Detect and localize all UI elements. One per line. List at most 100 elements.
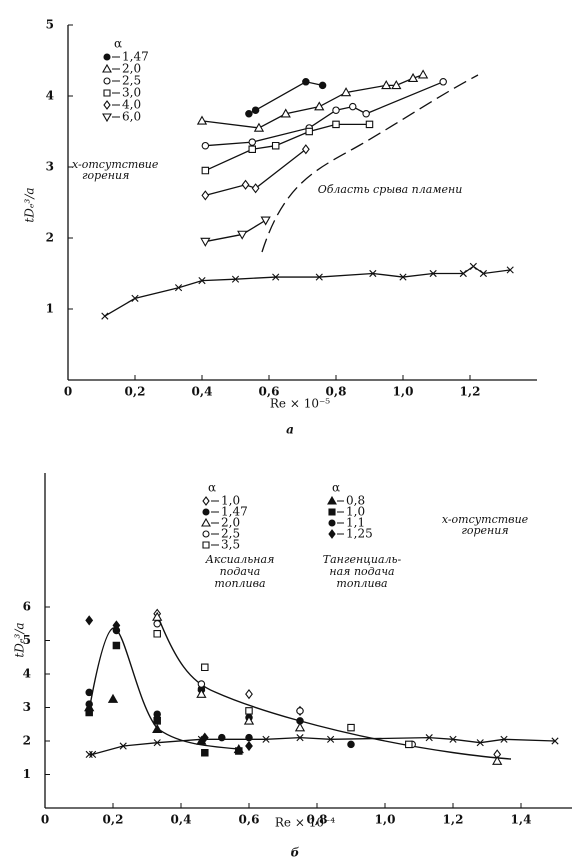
data-point: [253, 122, 265, 132]
y-tick-label: 3: [23, 700, 31, 714]
data-point: [245, 740, 253, 752]
caption: а: [286, 423, 294, 437]
x-tick-label: 0,2: [103, 813, 124, 827]
data-point: [340, 87, 352, 97]
data-point: [272, 273, 280, 281]
annotation: Тангенциаль-: [323, 553, 402, 566]
data-point: [245, 688, 253, 700]
data-point: [231, 275, 240, 283]
annotation: горения: [461, 524, 508, 537]
series-line: [205, 123, 370, 172]
x-tick-label: 0,6: [239, 813, 260, 827]
y-tick-label: 6: [23, 600, 31, 614]
data-point: [506, 266, 514, 274]
data-point: [201, 748, 209, 757]
x-tick-label: 0,4: [171, 813, 192, 827]
data-point: [174, 284, 183, 292]
data-point: [85, 615, 94, 626]
y-tick-label: 1: [46, 302, 54, 316]
data-point: [198, 277, 206, 285]
data-point: [248, 138, 257, 146]
data-point: [314, 101, 325, 111]
data-point: [237, 230, 248, 240]
legend-label: 0,8: [346, 494, 365, 508]
annotation: горения: [82, 169, 129, 182]
annotation: подача: [220, 565, 261, 578]
data-point: [405, 740, 413, 749]
legend-label: 3,0: [122, 86, 141, 100]
legend-label: 2,0: [122, 62, 141, 76]
series-line: [205, 219, 266, 243]
data-point: [280, 108, 291, 118]
y-tick-label: 2: [46, 231, 54, 245]
legend-marker: [202, 541, 210, 549]
legend-label: 1,25: [346, 527, 373, 541]
legend-marker: [327, 495, 337, 505]
data-point: [327, 735, 335, 743]
data-point: [153, 739, 161, 747]
x-tick-label: 0,6: [259, 385, 280, 399]
data-point: [305, 127, 313, 136]
x-tick-label: 0,8: [326, 385, 347, 399]
annotation: ная подача: [329, 565, 394, 578]
data-point: [362, 110, 370, 118]
data-point: [251, 106, 260, 114]
data-point: [332, 120, 340, 129]
data-point: [347, 740, 355, 749]
y-axis-label: tDₑ³/a: [23, 187, 37, 222]
x-tick-label: 1,0: [393, 385, 414, 399]
legend-title: α: [114, 37, 122, 51]
y-tick-label: 4: [23, 667, 31, 681]
data-point: [85, 688, 93, 697]
data-point: [200, 237, 211, 247]
data-point: [196, 115, 208, 125]
data-point: [153, 712, 162, 723]
data-point: [245, 110, 253, 118]
data-point: [399, 273, 407, 281]
y-tick-label: 2: [23, 734, 31, 748]
data-point: [294, 722, 306, 732]
data-point: [248, 145, 256, 153]
legend-label: 1,47: [221, 505, 248, 519]
legend-label: 6,0: [122, 110, 141, 124]
legend-marker: [103, 53, 111, 61]
legend-label: 1,0: [346, 505, 365, 519]
legend-marker: [102, 113, 112, 123]
annotation: x-отсутствие: [442, 513, 529, 526]
x-tick-label: 0: [64, 385, 72, 399]
data-point: [365, 120, 374, 129]
y-tick-label: 1: [23, 767, 31, 781]
data-point: [201, 166, 210, 175]
legend-label: 2,5: [221, 527, 240, 541]
x-tick-label: 0,4: [192, 385, 213, 399]
legend-marker: [202, 496, 210, 506]
legend-label: 1,47: [122, 50, 149, 64]
data-point: [245, 707, 253, 715]
data-point: [201, 142, 210, 150]
data-point: [492, 755, 503, 765]
x-tick-label: 1,2: [460, 385, 481, 399]
stall-boundary: [261, 74, 479, 253]
legend-marker: [103, 89, 111, 97]
series-line: [205, 81, 444, 147]
legend-marker: [202, 530, 210, 538]
data-point: [152, 723, 163, 734]
x-tick-label: 1,4: [511, 813, 532, 827]
data-point: [459, 269, 467, 278]
data-point: [201, 663, 209, 672]
data-point: [119, 742, 127, 750]
data-point: [197, 680, 206, 688]
data-point: [112, 641, 121, 650]
data-point: [449, 735, 457, 743]
y-tick-label: 5: [46, 18, 54, 32]
data-point: [260, 216, 271, 226]
data-point: [407, 72, 419, 82]
legend-marker: [328, 529, 336, 539]
legend-title: α: [332, 481, 340, 495]
data-point: [479, 269, 487, 278]
caption: б: [291, 846, 300, 860]
data-point: [197, 735, 205, 743]
legend-label: 1,1: [346, 516, 365, 530]
data-point: [500, 735, 508, 743]
y-tick-label: 4: [46, 89, 54, 103]
